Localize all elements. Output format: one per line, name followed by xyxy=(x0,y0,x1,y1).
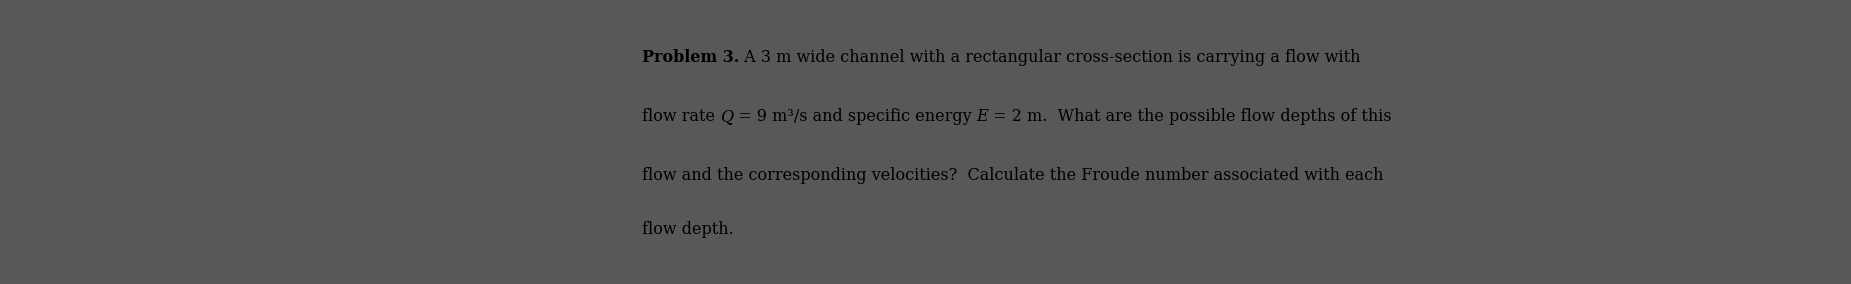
Text: Q: Q xyxy=(720,108,733,125)
Text: flow rate: flow rate xyxy=(642,108,720,125)
Text: Problem 3.: Problem 3. xyxy=(642,49,739,66)
Text: E: E xyxy=(977,108,988,125)
Text: A 3 m wide channel with a rectangular cross-section is carrying a flow with: A 3 m wide channel with a rectangular cr… xyxy=(739,49,1360,66)
Text: = 9 m³/s and specific energy: = 9 m³/s and specific energy xyxy=(733,108,977,125)
Text: flow depth.: flow depth. xyxy=(642,221,733,238)
Text: flow and the corresponding velocities?  Calculate the Froude number associated w: flow and the corresponding velocities? C… xyxy=(642,167,1383,184)
Text: = 2 m.  What are the possible flow depths of this: = 2 m. What are the possible flow depths… xyxy=(988,108,1392,125)
